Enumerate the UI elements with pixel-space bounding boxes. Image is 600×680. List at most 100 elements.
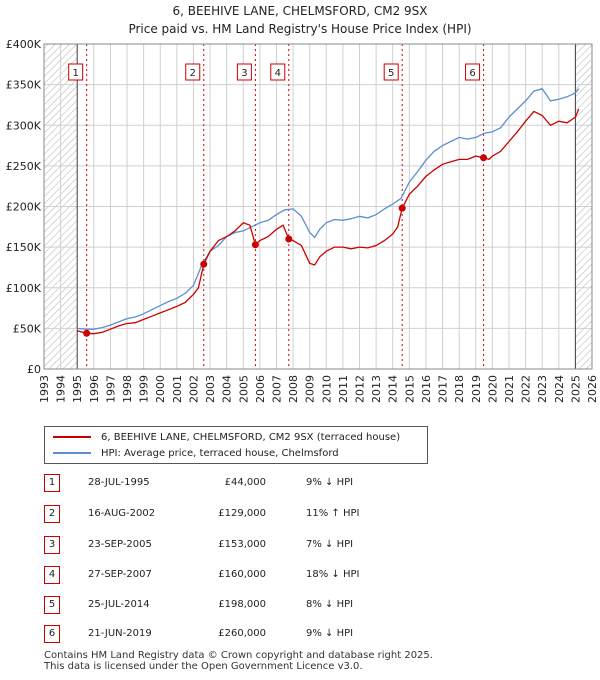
x-tick-label: 2010 <box>320 375 333 403</box>
x-tick-label: 2011 <box>337 375 350 403</box>
chart-subtitle: Price paid vs. HM Land Registry's House … <box>128 22 472 36</box>
x-tick-label: 2019 <box>470 375 483 403</box>
sale-label-text: 6 <box>469 68 475 79</box>
chart-legend: 6, BEEHIVE LANE, CHELMSFORD, CM2 9SX (te… <box>44 426 428 464</box>
sale-hpi-diff: 8% ↓ HPI <box>306 599 354 610</box>
sale-row-6: 6 21-JUN-2019 £260,000 9% ↓ HPI <box>44 625 404 645</box>
y-tick-label: £400K <box>6 38 42 51</box>
sale-point <box>285 235 293 243</box>
chart-title: 6, BEEHIVE LANE, CHELMSFORD, CM2 9SX <box>172 4 428 18</box>
sale-date: 28-JUL-1995 <box>88 477 150 488</box>
sale-date: 23-SEP-2005 <box>88 539 152 550</box>
x-tick-label: 2025 <box>569 375 582 403</box>
sale-price: £160,000 <box>218 569 266 580</box>
sale-row-3: 3 23-SEP-2005 £153,000 7% ↓ HPI <box>44 536 404 556</box>
footer-notice: Contains HM Land Registry data © Crown c… <box>44 650 433 672</box>
sale-hpi-diff: 9% ↓ HPI <box>306 477 354 488</box>
sale-price: £44,000 <box>224 477 266 488</box>
x-tick-label: 2013 <box>370 375 383 403</box>
sale-price: £153,000 <box>218 539 266 550</box>
y-tick-label: £250K <box>6 160 42 173</box>
sale-label-text: 2 <box>190 68 196 79</box>
property-line-swatch <box>53 436 91 438</box>
sale-hpi-diff: 11% ↑ HPI <box>306 508 360 519</box>
sale-date: 25-JUL-2014 <box>88 599 150 610</box>
sale-point <box>200 260 208 268</box>
sale-price: £129,000 <box>218 508 266 519</box>
sale-row-1: 1 28-JUL-1995 £44,000 9% ↓ HPI <box>44 474 404 494</box>
x-tick-label: 1995 <box>71 375 84 403</box>
sale-label-box <box>383 63 399 81</box>
y-tick-label: £150K <box>6 241 42 254</box>
sale-date: 21-JUN-2019 <box>88 628 152 639</box>
legend-hpi-label: HPI: Average price, terraced house, Chel… <box>101 447 339 459</box>
x-tick-label: 2006 <box>254 375 267 403</box>
x-tick-label: 2003 <box>204 375 217 403</box>
legend-property-label: 6, BEEHIVE LANE, CHELMSFORD, CM2 9SX (te… <box>101 431 401 443</box>
y-tick-label: £350K <box>6 79 42 92</box>
x-tick-label: 1998 <box>121 375 134 403</box>
x-tick-label: 1997 <box>104 375 117 403</box>
sale-number-badge: 6 <box>44 625 60 643</box>
x-tick-label: 2007 <box>270 375 283 403</box>
sale-number-badge: 3 <box>44 536 60 554</box>
x-tick-label: 2005 <box>237 375 250 403</box>
y-tick-label: £0 <box>27 363 41 376</box>
x-tick-label: 2015 <box>403 375 416 403</box>
x-tick-label: 2014 <box>387 375 400 403</box>
sale-number-badge: 5 <box>44 596 60 614</box>
sale-point <box>398 204 406 212</box>
y-tick-label: £100K <box>6 282 42 295</box>
x-tick-label: 2020 <box>486 375 499 403</box>
footer-licence: This data is licensed under the Open Gov… <box>44 661 363 672</box>
x-tick-label: 2022 <box>520 375 533 403</box>
sale-label-text: 5 <box>388 68 394 79</box>
sale-number-badge: 4 <box>44 566 60 584</box>
x-tick-label: 2004 <box>221 375 234 403</box>
price-chart: 1 2 3 4 5 6 £0 £50K £100K £150K £200K £250K £300K £35… <box>6 38 599 403</box>
sale-price: £260,000 <box>218 628 266 639</box>
x-tick-label: 2000 <box>154 375 167 403</box>
hpi-line-swatch <box>53 452 91 454</box>
x-tick-label: 2016 <box>420 375 433 403</box>
y-tick-label: £200K <box>6 201 42 214</box>
y-tick-label: £50K <box>13 322 42 335</box>
sale-hpi-diff: 18% ↓ HPI <box>306 569 360 580</box>
sale-label-box <box>185 63 201 81</box>
x-tick-label: 2017 <box>437 375 450 403</box>
x-tick-label: 2001 <box>171 375 184 403</box>
x-tick-label: 2008 <box>287 375 300 403</box>
x-tick-label: 2023 <box>536 375 549 403</box>
x-tick-label: 1993 <box>38 375 51 403</box>
sale-row-2: 2 16-AUG-2002 £129,000 11% ↑ HPI <box>44 505 404 525</box>
x-tick-label: 2002 <box>187 375 200 403</box>
sale-price: £198,000 <box>218 599 266 610</box>
sale-point <box>251 241 259 249</box>
legend-item-property: 6, BEEHIVE LANE, CHELMSFORD, CM2 9SX (te… <box>53 429 400 445</box>
x-tick-label: 1999 <box>138 375 151 403</box>
legend-item-hpi: HPI: Average price, terraced house, Chel… <box>53 445 339 461</box>
sale-number-badge: 1 <box>44 474 60 492</box>
x-tick-label: 1994 <box>55 375 68 403</box>
sale-point <box>480 154 488 162</box>
sale-label-box <box>236 63 252 81</box>
x-tick-label: 2018 <box>453 375 466 403</box>
sale-row-4: 4 27-SEP-2007 £160,000 18% ↓ HPI <box>44 566 404 586</box>
footer-copyright: Contains HM Land Registry data © Crown c… <box>44 650 433 661</box>
sale-point <box>83 329 91 337</box>
sale-label-box <box>465 63 481 81</box>
hpi-series-line <box>77 87 580 330</box>
sale-date: 27-SEP-2007 <box>88 569 152 580</box>
y-tick-label: £300K <box>6 119 42 132</box>
x-tick-label: 1996 <box>88 375 101 403</box>
x-tick-label: 2009 <box>304 375 317 403</box>
sale-number-badge: 2 <box>44 505 60 523</box>
x-tick-label: 2026 <box>586 375 599 403</box>
sale-row-5: 5 25-JUL-2014 £198,000 8% ↓ HPI <box>44 596 404 616</box>
sale-date: 16-AUG-2002 <box>88 508 156 519</box>
sale-label-text: 4 <box>275 68 281 79</box>
x-tick-label: 2024 <box>553 375 566 403</box>
plot-frame <box>43 43 593 370</box>
sale-hpi-diff: 9% ↓ HPI <box>306 628 354 639</box>
sale-hpi-diff: 7% ↓ HPI <box>306 539 354 550</box>
